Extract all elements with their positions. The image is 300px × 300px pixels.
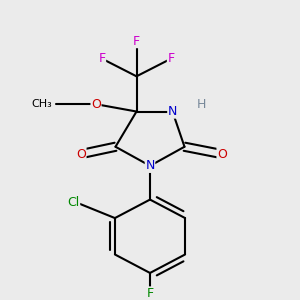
Text: N: N — [145, 159, 155, 172]
Text: F: F — [133, 34, 140, 48]
Text: Cl: Cl — [68, 196, 80, 209]
Text: F: F — [167, 52, 175, 65]
Text: N: N — [168, 105, 177, 118]
Text: F: F — [146, 287, 154, 300]
Text: O: O — [76, 148, 86, 160]
Text: O: O — [217, 148, 227, 160]
Text: CH₃: CH₃ — [32, 99, 52, 109]
Text: O: O — [91, 98, 101, 111]
Text: F: F — [98, 52, 106, 65]
Text: H: H — [196, 98, 206, 111]
